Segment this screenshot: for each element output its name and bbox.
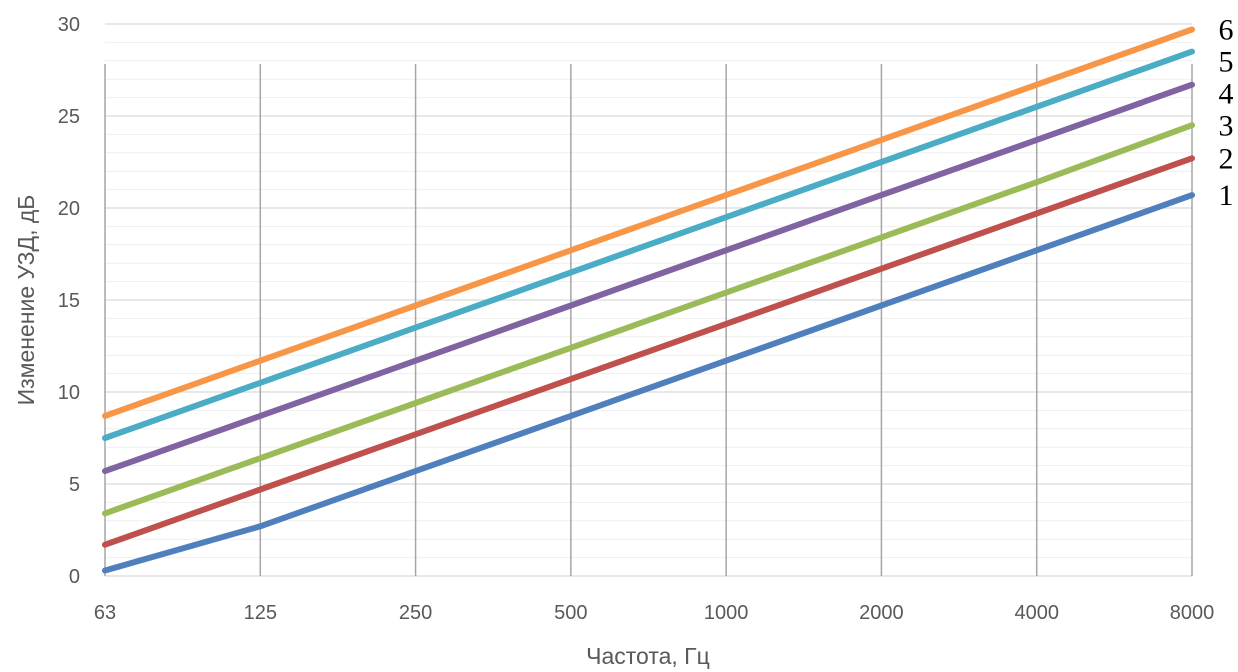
y-tick-label: 15	[58, 290, 80, 312]
series-line-3	[105, 125, 1192, 513]
x-tick-label: 500	[554, 602, 587, 624]
x-tick-labels: 63 125 250 500 1000 2000 4000 8000	[94, 602, 1214, 624]
y-tick-label: 25	[58, 106, 80, 128]
y-axis-title: Изменение УЗД, дБ	[13, 195, 39, 406]
x-tick-label: 250	[399, 602, 432, 624]
y-tick-label: 30	[58, 14, 80, 36]
series-label-3: 3	[1219, 110, 1234, 143]
x-tick-label: 1000	[704, 602, 749, 624]
series-label-6: 6	[1219, 14, 1234, 47]
x-tick-label: 4000	[1014, 602, 1059, 624]
series-line-4	[105, 85, 1192, 471]
series-line-6	[105, 30, 1192, 416]
y-tick-labels: 0 5 10 15 20 25 30	[58, 14, 80, 588]
x-tick-label: 63	[94, 602, 116, 624]
series-label-5: 5	[1219, 46, 1234, 79]
y-tick-label: 10	[58, 382, 80, 404]
series-label-4: 4	[1219, 78, 1234, 111]
y-tick-label: 0	[69, 566, 80, 588]
x-tick-label: 2000	[859, 602, 904, 624]
series-label-2: 2	[1219, 142, 1234, 175]
x-tick-label: 125	[244, 602, 277, 624]
y-tick-label: 20	[58, 198, 80, 220]
series-label-1: 1	[1219, 179, 1234, 212]
x-tick-label: 8000	[1170, 602, 1215, 624]
series-line-2	[105, 158, 1192, 544]
x-axis-title: Частота, Гц	[586, 643, 710, 669]
y-tick-label: 5	[69, 474, 80, 496]
